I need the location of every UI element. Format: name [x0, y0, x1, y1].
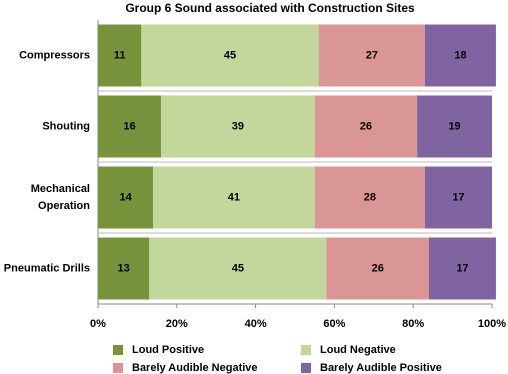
legend-label: Barely Audible Positive — [320, 362, 442, 374]
data-label: 14 — [119, 191, 132, 203]
bar-segment — [141, 24, 319, 87]
bar-segment — [314, 95, 418, 158]
data-label: 41 — [228, 191, 240, 203]
bar-segment — [425, 24, 496, 87]
x-tick-label: 40% — [245, 318, 267, 330]
bar-segment — [318, 24, 426, 87]
data-label: 45 — [232, 262, 244, 274]
data-label: 19 — [448, 120, 460, 132]
data-label: 18 — [454, 49, 466, 61]
bar-segment — [326, 237, 429, 300]
data-label: 28 — [364, 191, 376, 203]
y-tick-label: Shouting — [42, 120, 90, 132]
bar-segment — [153, 166, 315, 229]
bar-segment — [161, 95, 315, 158]
bar-segment — [314, 166, 426, 229]
bar-segment — [98, 237, 150, 300]
data-label: 16 — [123, 120, 135, 132]
bar-segment — [428, 237, 496, 300]
x-tick-label: 60% — [323, 318, 345, 330]
x-tick-label: 80% — [402, 318, 424, 330]
data-label: 39 — [232, 120, 244, 132]
bar-segment — [425, 166, 492, 229]
data-label: 27 — [366, 49, 378, 61]
bar-segment — [98, 24, 142, 87]
data-label: 13 — [117, 262, 129, 274]
data-label: 45 — [224, 49, 236, 61]
data-label: 11 — [114, 49, 126, 61]
legend-swatch — [301, 345, 311, 355]
legend-label: Loud Positive — [132, 344, 204, 356]
legend-swatch — [301, 363, 311, 373]
legend-label: Loud Negative — [320, 344, 396, 356]
x-tick-label: 0% — [90, 318, 106, 330]
legend-swatch — [113, 345, 123, 355]
y-tick-label: Compressors — [19, 49, 90, 61]
bar-segment — [98, 95, 162, 158]
y-tick-label: Mechanical Operation — [30, 182, 90, 212]
data-label: 17 — [452, 191, 464, 203]
chart-title: Group 6 Sound associated with Constructi… — [125, 1, 415, 15]
legend-label: Barely Audible Negative — [132, 362, 258, 374]
x-tick-label: 100% — [478, 318, 506, 330]
bar-segment — [149, 237, 327, 300]
y-tick-label: Pneumatic Drills — [3, 262, 90, 274]
bar-segment — [98, 166, 154, 229]
data-label: 26 — [372, 262, 384, 274]
x-tick-label: 20% — [166, 318, 188, 330]
data-label: 17 — [456, 262, 468, 274]
legend-swatch — [113, 363, 123, 373]
bar-segment — [417, 95, 492, 158]
data-label: 26 — [360, 120, 372, 132]
